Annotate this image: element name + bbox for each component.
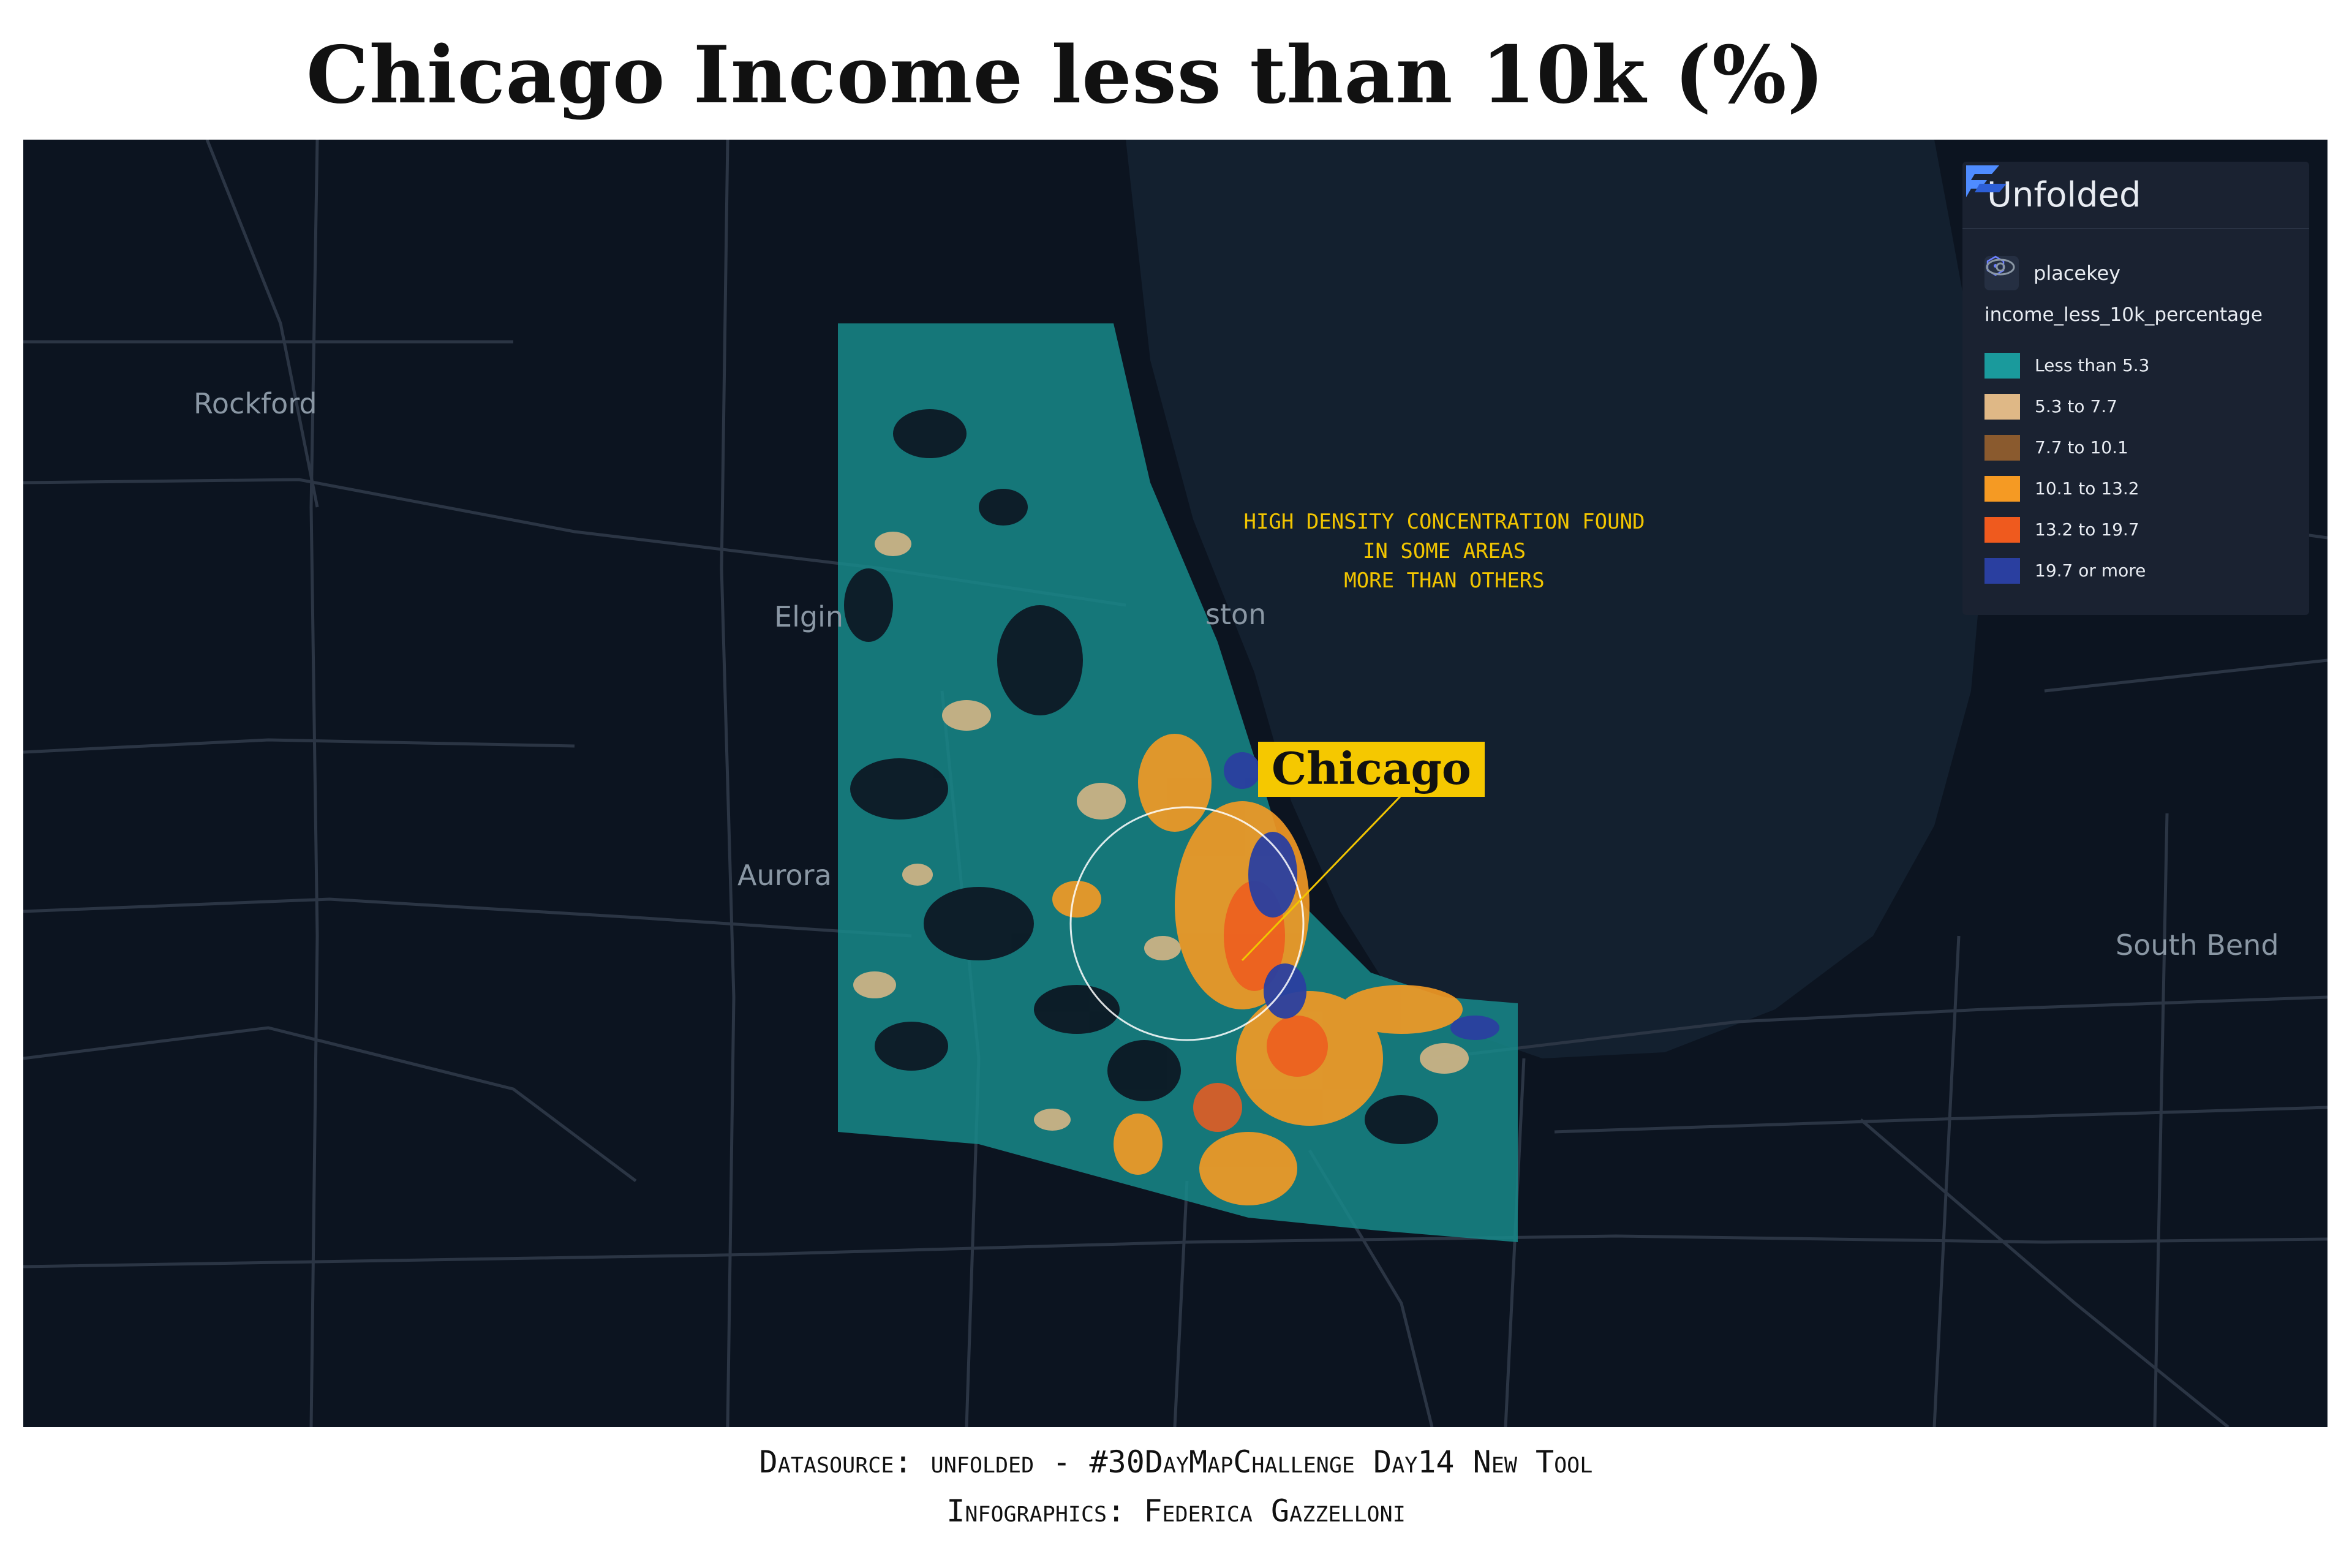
legend-item: Less than 5.3: [1985, 353, 2149, 394]
legend-item-label: Less than 5.3: [2035, 355, 2150, 375]
tan-patches: [853, 532, 1469, 1131]
basemap: [23, 140, 2328, 1427]
chicago-callout-label: Chicago: [1258, 742, 1485, 797]
caption-datasource: Datasource: unfolded - #30DayMapChalleng…: [759, 1444, 1593, 1480]
city-label-elgin: Elgin: [774, 600, 843, 633]
callout-leader: [1241, 788, 1409, 962]
legend-item: 5.3 to 7.7: [1985, 394, 2149, 435]
legend-panel: Unfolded placekey income_less_10k_percen…: [1962, 162, 2309, 615]
legend-swatch: [1985, 476, 2020, 502]
legend-item: 19.7 or more: [1985, 558, 2149, 599]
unfolded-logo-icon: [1966, 165, 2007, 197]
legend-swatch: [1985, 435, 2020, 461]
legend-items: Less than 5.3 5.3 to 7.7 7.7 to 10.1 10.…: [1985, 353, 2149, 599]
layer-row[interactable]: placekey: [1985, 255, 2287, 292]
city-label-aurora: Aurora: [737, 859, 832, 892]
density-annotation: HIGH DENSITY CONCENTRATION FOUND IN SOME…: [1169, 507, 1720, 595]
annotation-line-1: HIGH DENSITY CONCENTRATION FOUND: [1243, 510, 1645, 534]
data-gaps: [844, 409, 1438, 1144]
legend-field-name: income_less_10k_percentage: [1985, 304, 2263, 326]
legend-item: 13.2 to 19.7: [1985, 517, 2149, 558]
page-title: Chicago Income less than 10k (%): [306, 29, 1825, 121]
legend-swatch: [1985, 517, 2020, 543]
city-label-south-bend: South Bend: [2116, 929, 2279, 962]
legend-item-label: 10.1 to 13.2: [2035, 478, 2139, 499]
caption-credits: Infographics: Federica Gazzelloni: [946, 1493, 1406, 1529]
city-label-evanston: ston: [1205, 598, 1267, 631]
annotation-line-2: IN SOME AREAS: [1362, 539, 1526, 564]
annotation-line-3: MORE THAN OTHERS: [1344, 568, 1545, 593]
legend-item-label: 7.7 to 10.1: [2035, 437, 2128, 458]
lake-michigan: [1126, 140, 1986, 1058]
focus-circle: [1069, 806, 1305, 1041]
map-canvas[interactable]: Rockford Elgin Aurora South Bend ston HI…: [23, 140, 2328, 1427]
legend-header: Unfolded: [1962, 162, 2309, 229]
legend-swatch: [1985, 394, 2020, 420]
legend-item-label: 19.7 or more: [2035, 560, 2146, 581]
layer-name: placekey: [2034, 262, 2121, 285]
city-label-rockford: Rockford: [194, 387, 317, 420]
legend-item: 10.1 to 13.2: [1985, 476, 2149, 517]
legend-item-label: 13.2 to 19.7: [2035, 519, 2139, 540]
legend-item: 7.7 to 10.1: [1985, 435, 2149, 476]
legend-swatch: [1985, 558, 2020, 584]
blue-cluster: [1224, 752, 1499, 1040]
visibility-eye-icon[interactable]: [1985, 255, 2016, 279]
legend-item-label: 5.3 to 7.7: [2035, 396, 2117, 417]
legend-swatch: [1985, 353, 2020, 379]
legend-brand: Unfolded: [1987, 175, 2141, 215]
